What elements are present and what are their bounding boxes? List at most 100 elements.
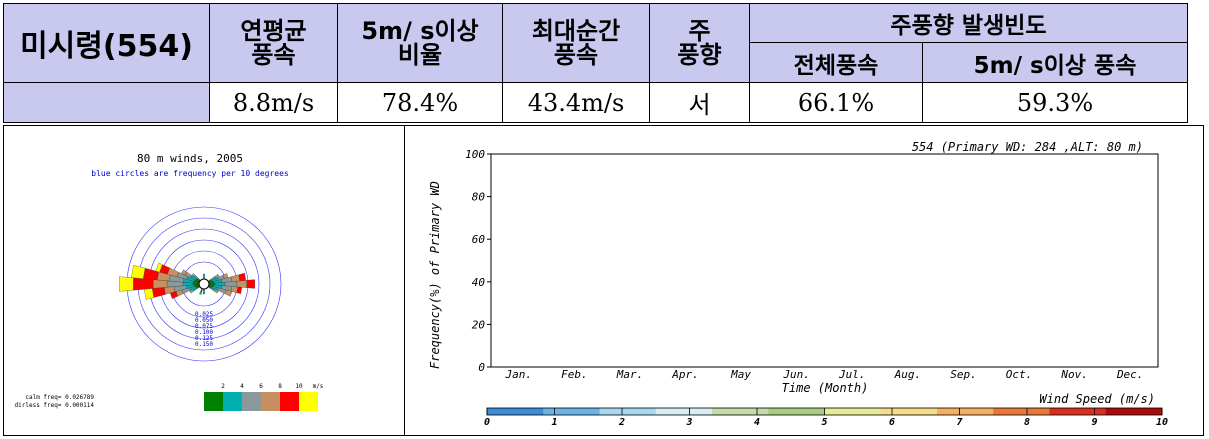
header-avg-speed-line2: 풍속	[251, 41, 296, 69]
windrose-petal-segment	[152, 287, 166, 298]
header-ratio: 5m/ s이상 비율	[337, 3, 503, 83]
month-label: Jan.	[505, 368, 533, 381]
month-label: Apr.	[671, 368, 699, 381]
month-label: May	[730, 368, 751, 381]
windrose-legend-swatch	[280, 392, 299, 411]
y-tick-label: 80	[472, 191, 486, 204]
windrose-ring-label: 0.100	[195, 329, 213, 336]
windrose-petal-segment	[133, 277, 154, 291]
windrose-petal-segment	[214, 273, 220, 279]
windrose-petal-segment	[236, 286, 243, 294]
colorbar-swatch	[1049, 408, 1107, 415]
header-avg-speed: 연평균 풍속	[209, 3, 338, 83]
colorbar-tick-label: 3	[685, 417, 692, 428]
windrose-title: 80 m winds, 2005	[137, 152, 243, 165]
windrose-petal-segment	[246, 279, 255, 289]
month-label: Aug.	[894, 368, 922, 381]
windrose-legend-swatch	[204, 392, 223, 411]
windrose-petal-segment	[191, 273, 196, 278]
month-label: Dec.	[1116, 368, 1144, 381]
colorbar-tick-label: 4	[754, 417, 760, 428]
month-label: Sep.	[950, 368, 977, 381]
colorbar-tick-label: 9	[1091, 417, 1097, 428]
figure-panel: 80 m winds, 2005 blue circles are freque…	[3, 125, 1204, 436]
windrose-petal-segment	[222, 273, 229, 279]
windrose-ring-label: 0.050	[195, 317, 213, 324]
month-label: Jun.	[782, 368, 810, 381]
colorbar-label: Wind Speed (m/s)	[1039, 392, 1155, 406]
header-ratio-line2: 비율	[397, 41, 443, 69]
dirless-freq: dirless freq= 0.000114	[15, 402, 95, 409]
colorbar-swatch	[1105, 408, 1163, 415]
colorbar-swatch	[599, 408, 657, 415]
windrose-petal-segment	[199, 291, 203, 295]
windrose-petal-segment	[131, 264, 146, 279]
header-max-gust-line1: 최대순간	[531, 17, 621, 45]
windrose-petal-segment	[230, 274, 241, 282]
colorbar-tick-label: 5	[821, 417, 827, 428]
header-main-dir-line2: 풍향	[677, 41, 722, 69]
colorbar-tick-label: 0	[484, 417, 490, 428]
windrose-legend-tick: 6	[259, 383, 263, 390]
colorbar-swatch	[768, 408, 825, 415]
y-tick-label: 100	[465, 148, 485, 161]
windrose-legend-tick: 2	[221, 383, 225, 390]
y-tick-label: 40	[472, 276, 486, 289]
windrose-speed-legend: 2 4 6 8 10 m/s	[204, 383, 324, 411]
month-label: Nov.	[1060, 368, 1088, 381]
value-freq-5ms: 59.3%	[922, 82, 1188, 123]
windrose-petal-segment	[213, 288, 219, 294]
x-axis-month-labels: Jan. Feb. Mar. Apr. May Jun. Jul. Aug. Sep. Oct. N…	[505, 368, 1144, 381]
station-name: 미시령(554)	[3, 3, 210, 83]
summary-table: 미시령(554) 연평균 풍속 5m/ s이상 비율 최대순간 풍속 주 풍향 …	[3, 3, 1188, 123]
colorbar-swatch	[655, 408, 713, 415]
header-main-dir-line1: 주	[688, 17, 711, 45]
header-freq-5ms: 5m/ s이상 풍속	[922, 42, 1188, 83]
windrose-petal-segment	[224, 289, 233, 297]
header-freq-group: 주풍향 발생빈도	[749, 3, 1188, 43]
windrose-petal-segment	[189, 288, 195, 294]
month-label: Oct.	[1006, 368, 1033, 381]
y-axis-ticks: 0 20 40 60 80 100	[465, 148, 491, 374]
windrose-legend-swatch	[242, 392, 261, 411]
colorbar-tick-label: 1	[551, 417, 557, 428]
windrose-ring-label: 0.025	[195, 311, 213, 318]
wind-rose-figure: 80 m winds, 2005 blue circles are freque…	[15, 152, 324, 411]
colorbar-swatch	[712, 408, 769, 415]
windrose-petal-segment	[119, 276, 134, 292]
colorbar-swatch	[993, 408, 1050, 415]
month-label: Mar.	[616, 368, 644, 381]
month-label: Feb.	[561, 368, 588, 381]
colorbar-swatch	[937, 408, 994, 415]
windrose-petal-segment	[238, 272, 246, 282]
header-main-dir: 주 풍향	[649, 3, 750, 83]
windrose-legend-tick: m/s	[313, 383, 324, 390]
value-freq-all: 66.1%	[749, 82, 923, 123]
chart-title: 554 (Primary WD: 284 ,ALT: 80 m)	[912, 140, 1143, 154]
header-max-gust-line2: 풍속	[553, 41, 599, 69]
calm-freq: calm freq= 0.026789	[25, 394, 94, 401]
windrose-petal-segment	[170, 291, 178, 300]
windrose-petal-segment	[236, 280, 247, 288]
header-max-gust: 최대순간 풍속	[502, 3, 650, 83]
month-label: Jul.	[838, 368, 866, 381]
windrose-legend-swatch	[223, 392, 242, 411]
colorbar-swatch	[880, 408, 938, 415]
panel-divider	[404, 126, 405, 435]
windrose-petal-segment	[202, 273, 206, 278]
station-blank-cell	[3, 82, 210, 123]
value-avg-speed: 8.8m/s	[209, 82, 338, 123]
windrose-petal-segment	[202, 290, 206, 295]
colorbar-swatch	[543, 408, 600, 415]
windrose-legend-swatch	[299, 392, 318, 411]
frequency-chart: Frequency(%) of Primary WD 554 (Primary …	[428, 140, 1168, 428]
colorbar-tick-label: 8	[1024, 417, 1030, 428]
windrose-legend-tick: 10	[295, 383, 303, 390]
windrose-ring-label: 0.125	[195, 335, 213, 342]
colorbar-tick-label: 2	[618, 417, 625, 428]
colorbar-tick-label: 10	[1156, 417, 1168, 428]
value-main-dir: 서	[649, 82, 750, 123]
windrose-ring-label: 0.075	[195, 323, 213, 330]
